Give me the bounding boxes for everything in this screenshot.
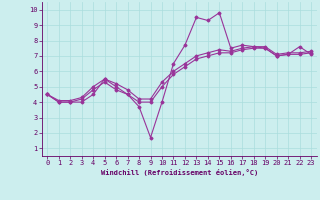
- X-axis label: Windchill (Refroidissement éolien,°C): Windchill (Refroidissement éolien,°C): [100, 169, 258, 176]
